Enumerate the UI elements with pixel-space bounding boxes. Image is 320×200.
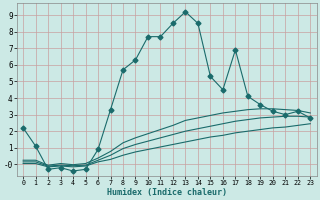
- X-axis label: Humidex (Indice chaleur): Humidex (Indice chaleur): [107, 188, 227, 197]
